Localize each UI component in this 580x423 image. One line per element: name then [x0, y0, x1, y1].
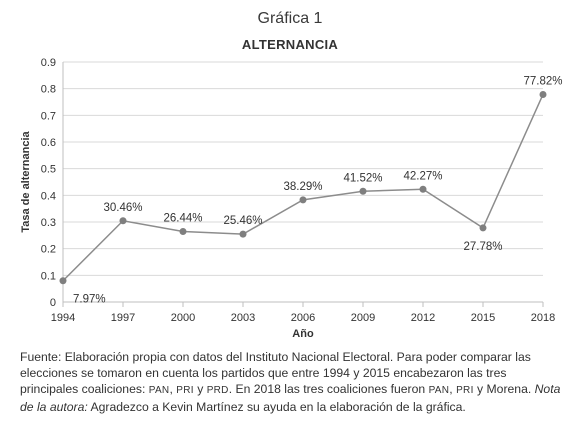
data-point: [299, 196, 307, 204]
data-point: [539, 90, 547, 98]
y-tick-label: 0.6: [41, 137, 56, 149]
data-label: 42.27%: [403, 170, 442, 182]
data-label: 30.46%: [103, 202, 142, 214]
x-tick-label: 1994: [51, 312, 75, 324]
y-tick-label: 0.1: [41, 270, 56, 282]
tick-labels: 0 0.1 0.2 0.3 0.4 0.5 0.6 0.7 0.8 0.9 1994 1997 2000…: [41, 57, 556, 324]
figure-label: Gráfica 1: [257, 10, 323, 27]
y-tick-label: 0.7: [41, 110, 56, 122]
data-label: 7.97%: [73, 294, 106, 306]
line-chart: 0 0.1 0.2 0.3 0.4 0.5 0.6 0.7 0.8 0.9 1994 1997 2000…: [20, 57, 563, 340]
data-labels: 7.97% 30.46% 26.44% 25.46% 38.29% 41.52% 42.27…: [73, 75, 563, 305]
data-point: [359, 187, 367, 195]
x-tick-label: 2003: [231, 312, 255, 324]
y-tick-label: 0.4: [41, 190, 56, 202]
data-point: [239, 230, 247, 238]
chart-title: ALTERNANCIA: [241, 37, 339, 52]
y-tick-label: 0.2: [41, 244, 56, 256]
data-label: 41.52%: [343, 172, 382, 184]
axes: [62, 62, 544, 307]
data-point: [59, 277, 67, 285]
data-point: [479, 224, 487, 232]
grid-lines: [63, 61, 543, 276]
x-tick-label: 2009: [351, 312, 375, 324]
data-label: 38.29%: [283, 181, 322, 193]
x-tick-label: 2006: [291, 312, 315, 324]
y-tick-label: 0.9: [41, 57, 56, 69]
x-tick-label: 2012: [411, 312, 435, 324]
data-label: 27.78%: [463, 241, 502, 253]
data-points: [59, 90, 547, 285]
x-tick-label: 2015: [471, 312, 495, 324]
x-tick-label: 2000: [171, 312, 195, 324]
x-tick-label: 1997: [111, 312, 135, 324]
y-tick-label: 0.3: [41, 217, 56, 229]
data-point: [179, 227, 187, 235]
x-tick-label: 2018: [531, 312, 555, 324]
x-axis-label: Año: [292, 328, 314, 340]
y-tick-label: 0.5: [41, 164, 56, 176]
y-tick-label: 0: [50, 297, 56, 309]
figure-caption: Fuente: Elaboración propia con datos del…: [20, 350, 561, 414]
y-tick-label: 0.8: [41, 84, 56, 96]
data-point: [419, 185, 427, 193]
y-axis-label: Tasa de alternancia: [20, 130, 32, 232]
data-point: [119, 217, 127, 225]
data-label: 26.44%: [163, 212, 202, 224]
data-label: 25.46%: [223, 215, 262, 227]
data-label: 77.82%: [523, 75, 562, 87]
